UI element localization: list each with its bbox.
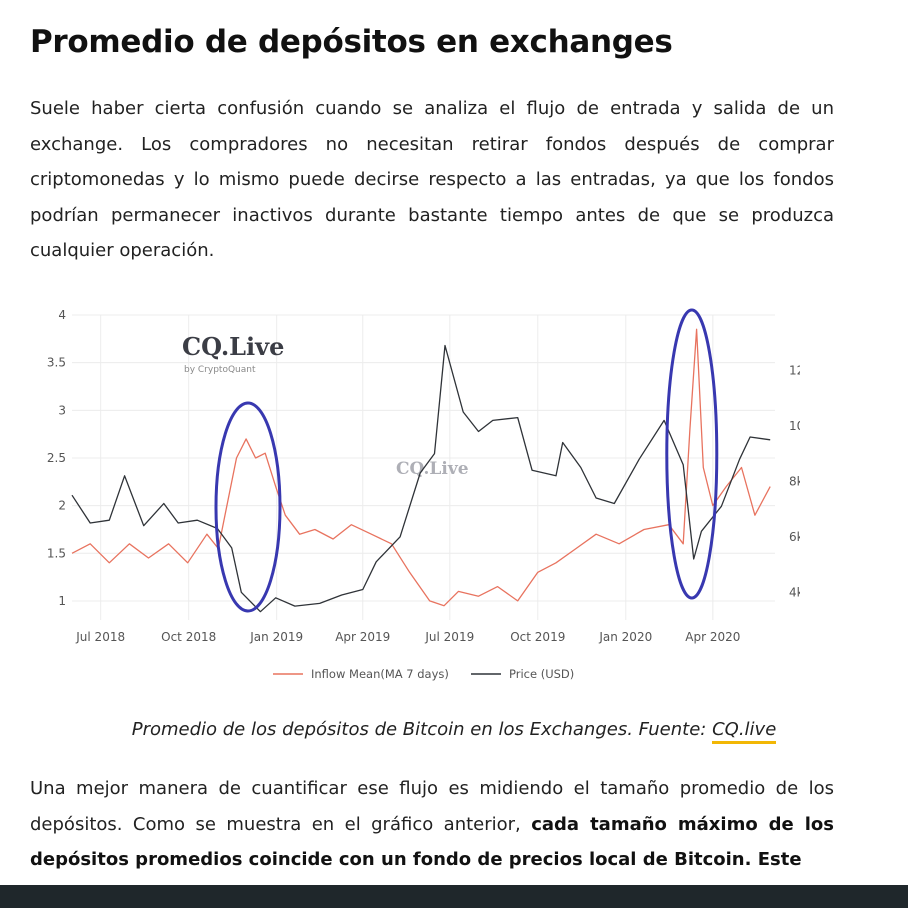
x-tick-label: Jul 2018 (75, 630, 125, 644)
y-left-tick-label: 2.5 (47, 451, 66, 465)
x-tick-label: Jul 2019 (424, 630, 474, 644)
chart-grid (72, 314, 775, 620)
inflow-price-chart: CQ.Live by CryptoQuant CQ.Live 1 1.5 2 2.5 3… (47, 308, 800, 681)
y-right-tick-label: 6k (789, 530, 800, 544)
caption-text: Promedio de los depósitos de Bitcoin en … (131, 719, 713, 740)
source-link[interactable]: CQ.live (712, 719, 777, 744)
y-left-tick-label: 3 (58, 403, 66, 417)
watermark-logo: CQ.Live (182, 332, 284, 361)
chart-legend: Inflow Mean(MA 7 days) Price (USD) (273, 667, 574, 681)
y-right-tick-label: 4k (789, 585, 800, 599)
y-right-tick-label: 8k (789, 474, 800, 488)
inflow-mean-line (71, 328, 771, 607)
highlight-ellipse-mar-2020 (665, 308, 719, 600)
body-paragraph-text: Una mejor manera de cuantificar ese fluj… (30, 778, 834, 835)
y-right-tick-label: 12k (789, 363, 800, 377)
body-paragraph-bold: cada tamaño máximo de los depósitos prom… (30, 813, 834, 871)
y-right-tick-label: 10k (789, 419, 800, 433)
legend-label: Inflow Mean(MA 7 days) (311, 667, 449, 681)
watermark-center: CQ.Live (396, 459, 469, 479)
x-tick-label: Oct 2019 (510, 630, 565, 644)
watermark-subtitle: by CryptoQuant (184, 365, 256, 375)
legend-label: Price (USD) (509, 667, 574, 681)
y-left-tick-label: 2 (58, 499, 66, 513)
highlight-ellipse-dec-2018 (214, 401, 282, 613)
y-left-tick-label: 4 (58, 308, 66, 322)
x-tick-label: Apr 2019 (335, 630, 390, 644)
y-left-tick-label: 1.5 (47, 546, 66, 560)
chart-watermark: CQ.Live by CryptoQuant CQ.Live (182, 332, 469, 479)
footer-bar (0, 885, 908, 908)
x-tick-label: Jan 2020 (598, 630, 652, 644)
y-left-tick-label: 3.5 (47, 356, 66, 370)
body-paragraph: Una mejor manera de cuantificar ese fluj… (30, 771, 834, 878)
chart-caption: Promedio de los depósitos de Bitcoin en … (0, 719, 908, 744)
intro-paragraph: Suele haber cierta confusión cuando se a… (30, 98, 834, 261)
x-tick-label: Oct 2018 (161, 630, 216, 644)
y-left-tick-label: 1 (58, 594, 66, 608)
page-title: Promedio de depósitos en exchanges (30, 24, 673, 60)
x-tick-label: Jan 2019 (249, 630, 303, 644)
x-tick-label: Apr 2020 (685, 630, 740, 644)
price-line (71, 344, 771, 613)
